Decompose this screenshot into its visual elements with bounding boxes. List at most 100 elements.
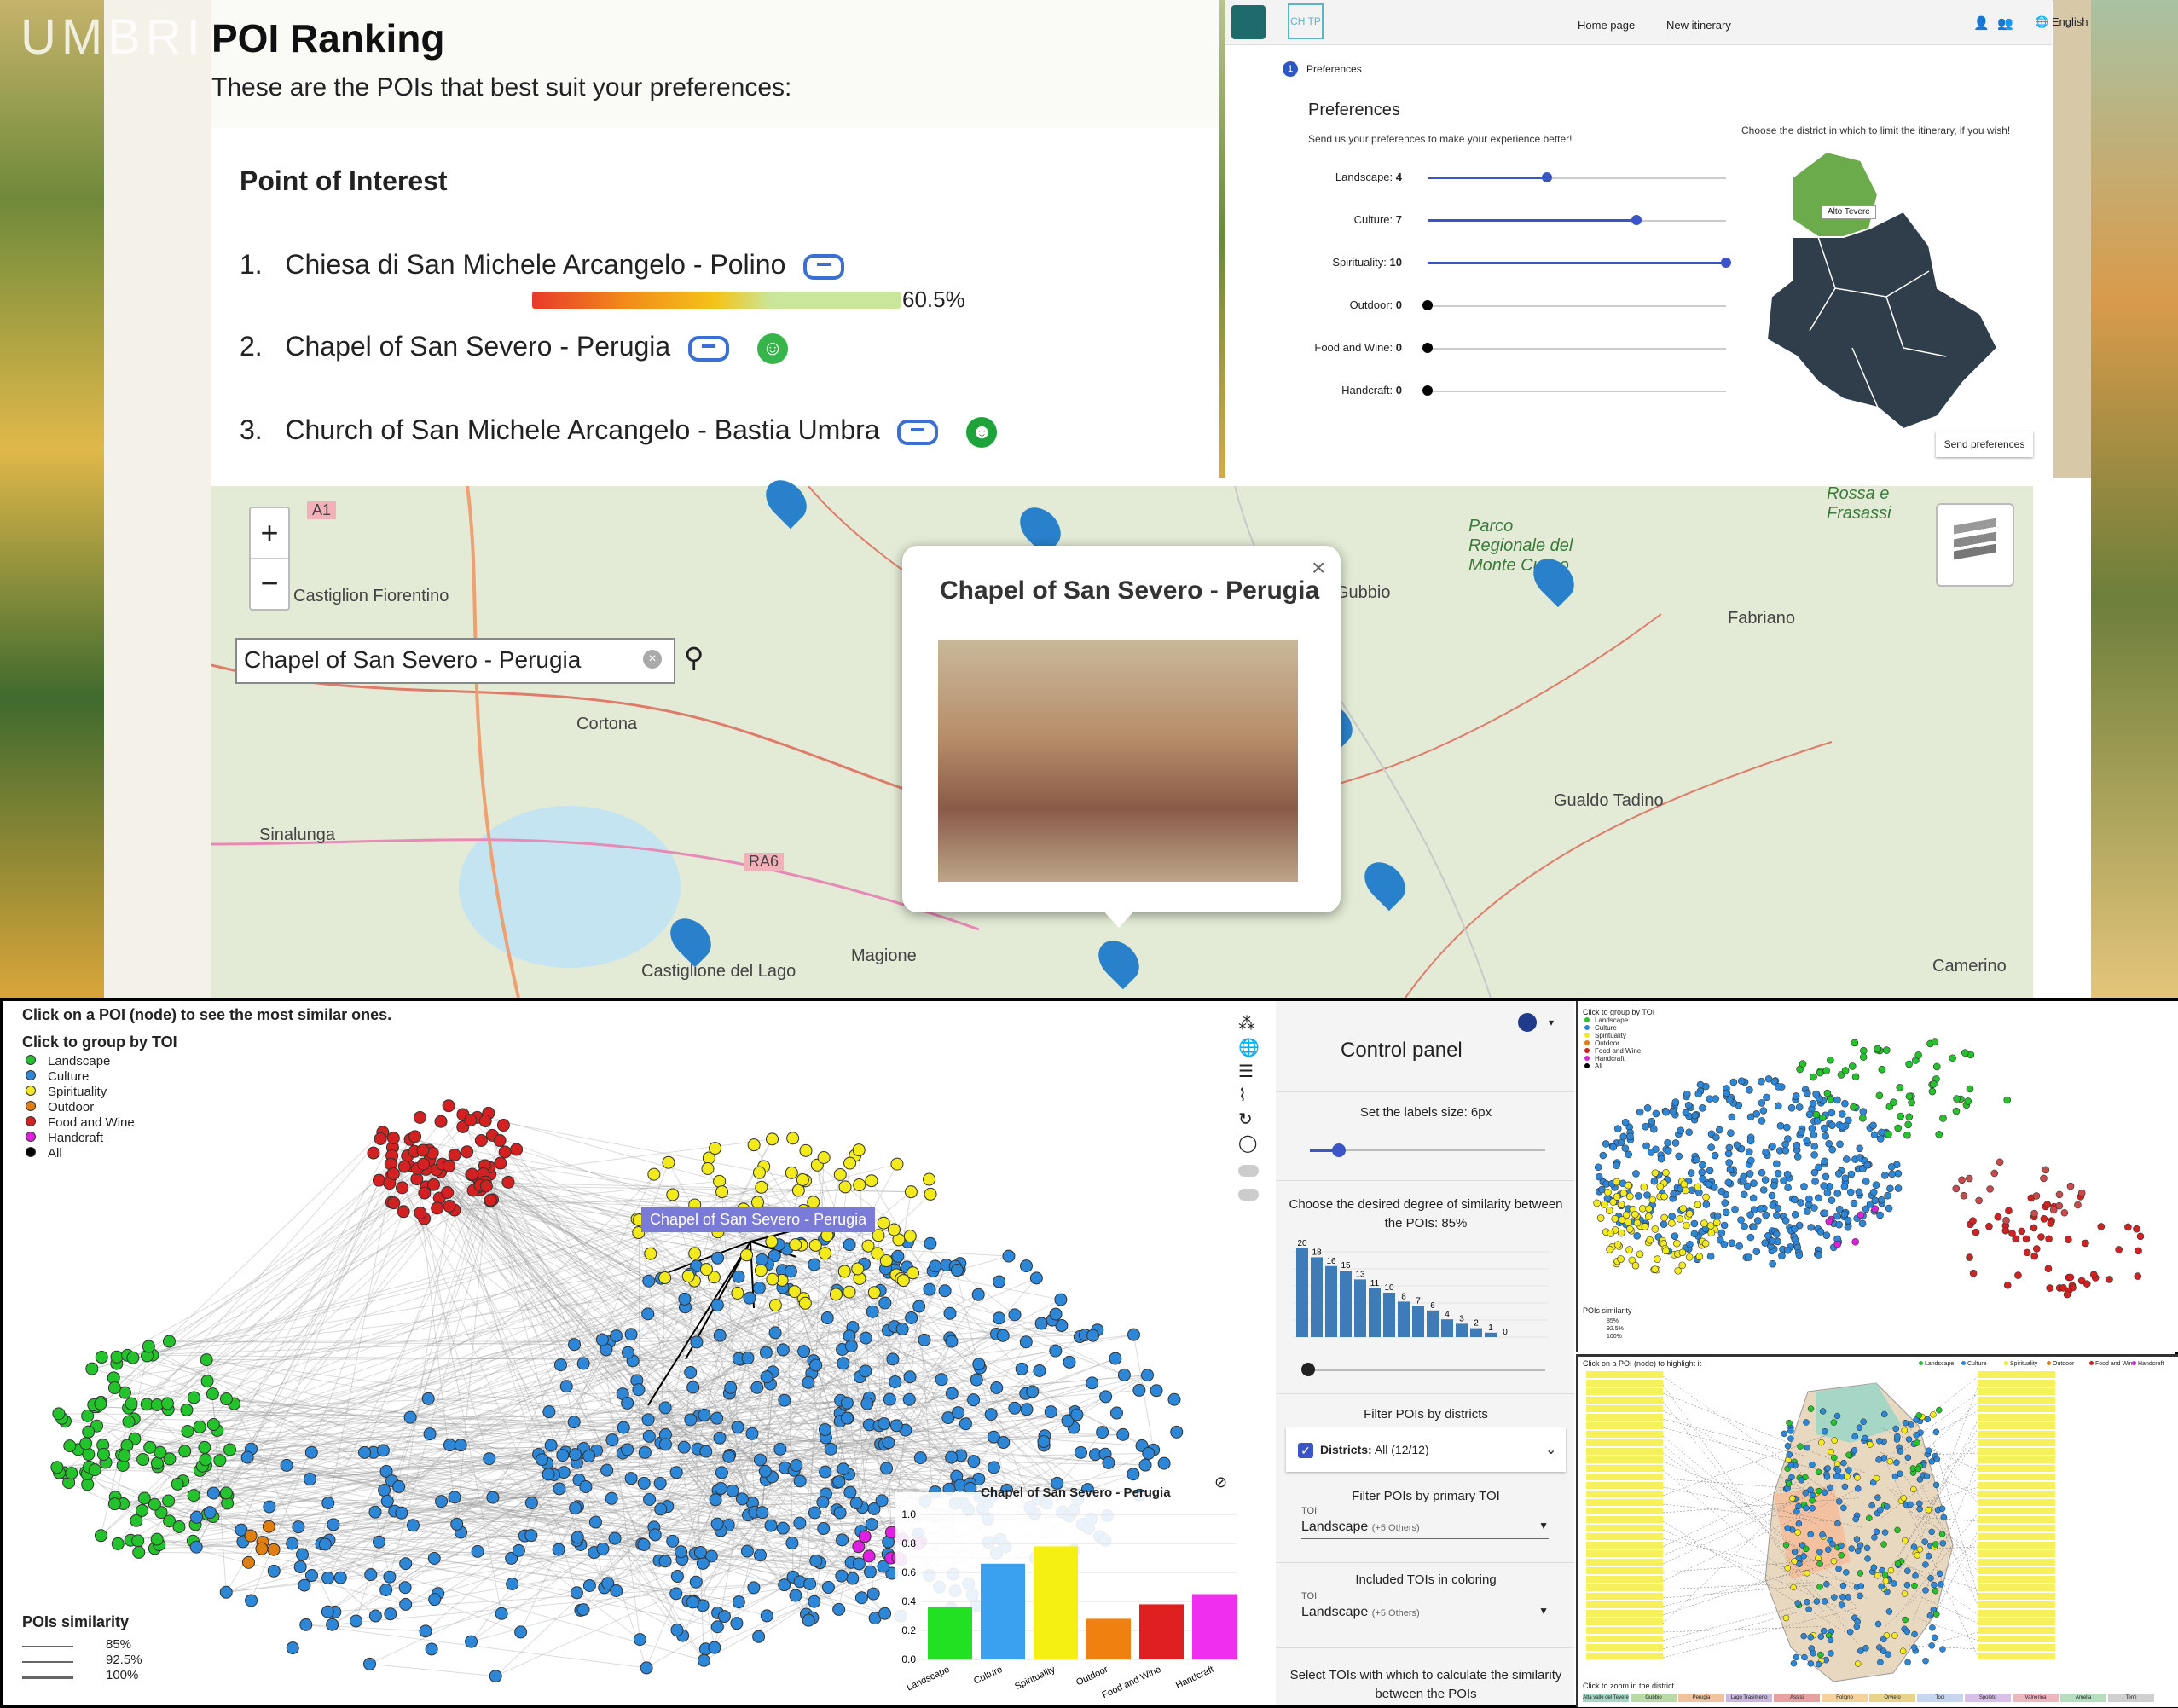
graph-node[interactable]	[730, 1617, 744, 1630]
scatter-point[interactable]	[1841, 1174, 1850, 1182]
graph-node[interactable]	[132, 1545, 146, 1559]
graph-node[interactable]	[877, 1216, 890, 1230]
scatter-point[interactable]	[2063, 1290, 2071, 1299]
scatter-point[interactable]	[1996, 1158, 2004, 1167]
scatter-point[interactable]	[1752, 1248, 1761, 1256]
district-map-point[interactable]	[1815, 1660, 1822, 1668]
graph-node[interactable]	[435, 1495, 449, 1508]
legend-item-culture[interactable]: Culture	[26, 1069, 89, 1084]
district-map-point[interactable]	[1784, 1442, 1792, 1450]
district-map-point[interactable]	[1801, 1653, 1808, 1661]
scatter-point[interactable]	[1990, 1169, 1999, 1178]
graph-node[interactable]	[421, 1392, 435, 1405]
scatter-point[interactable]	[1816, 1228, 1825, 1236]
scatter-point[interactable]	[1759, 1186, 1768, 1194]
scatter-point[interactable]	[1887, 1163, 1896, 1171]
scatter-point[interactable]	[1728, 1113, 1736, 1121]
graph-node[interactable]	[844, 1339, 858, 1352]
graph-node[interactable]	[368, 1609, 382, 1623]
graph-node[interactable]	[244, 1529, 258, 1543]
graph-node[interactable]	[427, 1178, 441, 1191]
district-map-point[interactable]	[1897, 1448, 1904, 1455]
district-map-point[interactable]	[1807, 1486, 1814, 1493]
graph-node[interactable]	[358, 1445, 372, 1459]
graph-node[interactable]	[624, 1472, 638, 1485]
district-map-point[interactable]	[1790, 1659, 1798, 1667]
graph-node[interactable]	[1170, 1425, 1184, 1439]
scatter-point[interactable]	[1803, 1207, 1811, 1215]
graph-node[interactable]	[395, 1506, 408, 1520]
graph-node[interactable]	[784, 1265, 797, 1278]
district-map-point[interactable]	[1821, 1489, 1828, 1496]
graph-node[interactable]	[505, 1551, 518, 1565]
graph-node[interactable]	[1033, 1364, 1046, 1377]
scatter-point[interactable]	[1811, 1178, 1819, 1185]
scatter-point[interactable]	[1969, 1217, 1977, 1225]
graph-node[interactable]	[610, 1584, 623, 1597]
graph-node[interactable]	[929, 1259, 942, 1273]
scatter-point[interactable]	[1706, 1167, 1714, 1175]
scatter-point[interactable]	[1762, 1211, 1770, 1219]
scatter-point[interactable]	[1746, 1233, 1755, 1242]
graph-node[interactable]	[941, 1411, 955, 1425]
scatter-point[interactable]	[1690, 1230, 1699, 1238]
scatter-point[interactable]	[1602, 1140, 1610, 1148]
scatter-point[interactable]	[1810, 1168, 1819, 1177]
district-button[interactable]: Perugia	[1678, 1694, 1724, 1702]
labels-size-track[interactable]	[1310, 1149, 1545, 1151]
district-map-point[interactable]	[1822, 1427, 1828, 1435]
graph-node[interactable]	[778, 1578, 791, 1592]
scatter-point[interactable]	[1683, 1090, 1691, 1098]
scatter-point[interactable]	[1840, 1183, 1849, 1190]
scatter-point[interactable]	[1625, 1150, 1633, 1159]
scatter-point[interactable]	[1851, 1073, 1860, 1081]
graph-node[interactable]	[85, 1362, 99, 1375]
graph-node[interactable]	[396, 1181, 409, 1195]
graph-node[interactable]	[387, 1196, 401, 1210]
graph-node[interactable]	[802, 1375, 815, 1389]
scatter-point[interactable]	[1810, 1142, 1819, 1150]
graph-node[interactable]	[924, 1236, 937, 1250]
graph-node[interactable]	[304, 1445, 318, 1459]
graph-node[interactable]	[427, 1551, 441, 1565]
district-map-point[interactable]	[1893, 1459, 1900, 1466]
district-map-point[interactable]	[1875, 1644, 1883, 1651]
district-map-point[interactable]	[1852, 1515, 1859, 1523]
district-map-point[interactable]	[1846, 1629, 1854, 1636]
district-map-point[interactable]	[1803, 1545, 1810, 1553]
graph-node[interactable]	[684, 1366, 698, 1380]
district-map-point[interactable]	[1804, 1569, 1810, 1577]
graph-node[interactable]	[582, 1450, 596, 1463]
district-map-point[interactable]	[1843, 1569, 1850, 1576]
poi-label-left[interactable]	[1586, 1448, 1663, 1455]
scatter-point[interactable]	[1838, 1110, 1846, 1118]
district-map-point[interactable]	[1787, 1462, 1795, 1469]
graph-node[interactable]	[642, 1274, 656, 1288]
scatter-point[interactable]	[1737, 1216, 1745, 1224]
district-map-point[interactable]	[1824, 1465, 1831, 1472]
graph-node[interactable]	[1132, 1383, 1146, 1397]
poi-label-left[interactable]	[1586, 1559, 1663, 1566]
scatter-point[interactable]	[1822, 1172, 1830, 1181]
district-map-point[interactable]	[1912, 1572, 1919, 1579]
scatter-point[interactable]	[1781, 1140, 1789, 1149]
scatter-point[interactable]	[1643, 1104, 1652, 1112]
graph-node[interactable]	[987, 1430, 1000, 1444]
district-map-point[interactable]	[1884, 1589, 1891, 1595]
scatter-point[interactable]	[1696, 1080, 1705, 1089]
district-map-point[interactable]	[1914, 1465, 1922, 1473]
scatter-point[interactable]	[1764, 1231, 1772, 1240]
district-map-point[interactable]	[1873, 1474, 1880, 1482]
graph-node[interactable]	[633, 1633, 646, 1647]
graph-node[interactable]	[368, 1505, 382, 1519]
graph-node[interactable]	[867, 1286, 881, 1300]
district-map-point[interactable]	[1880, 1410, 1888, 1418]
scatter-point[interactable]	[1645, 1205, 1653, 1213]
scatter-point[interactable]	[1656, 1183, 1665, 1190]
district-legend-item[interactable]: Landscape	[1919, 1361, 1954, 1367]
scatter-point[interactable]	[2133, 1225, 2140, 1233]
scatter-point[interactable]	[1836, 1140, 1844, 1149]
poi-label-right[interactable]	[1978, 1439, 2055, 1446]
scatter-point[interactable]	[2077, 1189, 2086, 1197]
graph-node[interactable]	[638, 1445, 652, 1459]
